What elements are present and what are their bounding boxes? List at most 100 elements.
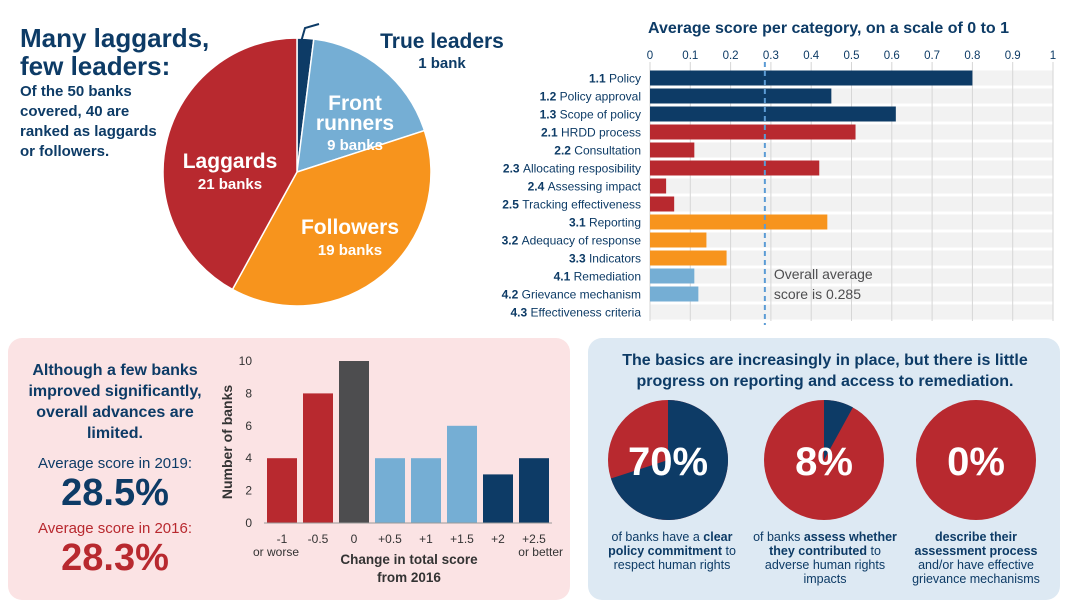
hist-y-tick: 10 <box>239 354 253 368</box>
pie-slice-laggards <box>162 37 298 291</box>
caption-3-post: and/or have effective grievance mechanis… <box>912 558 1040 586</box>
bar-tick-label: 0.2 <box>723 50 739 62</box>
basics-pie-value: 0% <box>947 440 1005 484</box>
avg-2019-label: Average score in 2019: <box>38 455 192 472</box>
hist-y-tick: 6 <box>245 419 252 433</box>
hist-x-tick-sub: or better <box>518 545 563 559</box>
bar-tick-label: 0.9 <box>1005 50 1021 62</box>
hist-bar <box>483 474 513 523</box>
bar-chart-title: Average score per category, on a scale o… <box>648 20 1010 37</box>
basics-caption-3: describe their assessment process and/or… <box>901 530 1051 586</box>
bar-2-2 <box>650 142 695 158</box>
bar-category-label: 2.3 Allocating resposibility <box>503 162 641 176</box>
hist-x-tick: 0 <box>351 532 358 546</box>
basics-pie-slice <box>610 400 728 520</box>
histogram-chart: 0 2 4 6 8 10 Number of banks -1or worse -0.5 0 +0.… <box>219 354 563 585</box>
hist-x-tick: +0.5 <box>378 532 402 546</box>
bar-tick-label: 0.5 <box>844 50 860 62</box>
hist-y-tick: 0 <box>245 516 252 530</box>
bar-tick-label: 0 <box>647 50 653 62</box>
pie-subtitle: Of the 50 banks covered, 40 are ranked a… <box>20 83 157 160</box>
hist-bar <box>303 393 333 523</box>
hist-y-tick: 2 <box>245 484 252 498</box>
average-note-line2: score is 0.285 <box>774 286 861 302</box>
pie-label-3-0: Laggards <box>183 150 278 173</box>
basics-caption-2: of banks assess whether they contributed… <box>750 530 900 586</box>
hist-y-tick: 4 <box>245 451 252 465</box>
bar-1-2 <box>650 88 832 104</box>
bar-chart: 0 0.1 0.2 0.3 0.4 0.5 0.6 0.7 0.8 0.9 1 1.1 Policy 1… <box>502 50 1056 325</box>
bar-3-1 <box>650 214 828 230</box>
bar-tick-label: 0.7 <box>924 50 940 62</box>
bar-tick-label: 0.8 <box>964 50 980 62</box>
caption-2-pre: of banks <box>753 530 804 544</box>
bar-category-label: 2.4 Assessing impact <box>528 180 642 194</box>
hist-x-tick: +2 <box>491 532 505 546</box>
hist-x-tick: +1 <box>419 532 433 546</box>
caption-2-post: to adverse human rights impacts <box>764 544 886 586</box>
bar-tick-label: 0.1 <box>682 50 698 62</box>
bar-category-label: 4.3 Effectiveness criteria <box>510 306 641 320</box>
bar-category-label: 3.2 Adequacy of response <box>502 234 642 248</box>
bar-tick-label: 0.4 <box>803 50 820 62</box>
hist-x-tick: -0.5 <box>308 532 329 546</box>
hist-xlabel-line2: from 2016 <box>377 570 441 585</box>
bar-2-3 <box>650 160 820 176</box>
bar-category-label: 1.1 Policy <box>589 72 641 86</box>
hist-bar <box>411 458 441 523</box>
basics-pies: 70% 8% 0% <box>608 400 1036 520</box>
hist-xlabel-line1: Change in total score <box>340 552 478 567</box>
bar-3-3 <box>650 250 727 266</box>
average-note-line1: Overall average <box>774 266 873 282</box>
pie-label-1-1: runners <box>316 112 394 135</box>
pie-slice-followers <box>231 129 432 307</box>
hist-bar <box>375 458 405 523</box>
pie-label-0-1: 1 bank <box>418 55 466 72</box>
hist-bar <box>339 361 369 523</box>
basics-pie-value: 70% <box>628 440 708 484</box>
hist-x-tick: +1.5 <box>450 532 474 546</box>
hist-bar <box>447 425 477 523</box>
pie-label-1-0: Front <box>328 92 382 115</box>
histogram-summary: Although a few banks improved significan… <box>28 362 202 442</box>
hist-y-tick: 8 <box>245 386 252 400</box>
bar-tick-label: 0.3 <box>763 50 779 62</box>
avg-2016-value: 28.3% <box>61 537 169 579</box>
bar-category-label: 1.3 Scope of policy <box>540 108 641 122</box>
basics-pie-slice <box>824 400 853 460</box>
bar-category-label: 2.1 HRDD process <box>541 126 641 140</box>
bar-2-4 <box>650 178 667 194</box>
bar-category-label: 2.2 Consultation <box>554 144 641 158</box>
pie-label-2-1: 19 banks <box>318 242 382 259</box>
caption-1-bold: clear policy commitment <box>608 530 733 558</box>
pie-leader-line <box>300 23 320 43</box>
caption-1-post: to respect human rights <box>613 544 736 572</box>
pie-label-2-0: Followers <box>301 216 399 239</box>
pie-label-1-2: 9 banks <box>327 137 383 154</box>
bar-tick-label: 0.6 <box>884 50 900 62</box>
hist-x-tick: -1 <box>277 532 288 546</box>
bar-4-2 <box>650 286 699 302</box>
basics-caption-1: of banks have a clear policy commitment … <box>597 530 747 572</box>
hist-ylabel: Number of banks <box>219 385 235 500</box>
bar-category-label: 1.2 Policy approval <box>540 90 641 104</box>
avg-2016-label: Average score in 2016: <box>38 520 192 537</box>
hist-bar <box>519 458 549 523</box>
bar-category-label: 3.1 Reporting <box>569 216 641 230</box>
bar-category-label: 4.2 Grievance mechanism <box>502 288 641 302</box>
bar-category-label: 3.3 Indicators <box>569 252 641 266</box>
avg-2019-value: 28.5% <box>61 472 169 514</box>
bar-4-1 <box>650 268 695 284</box>
basics-pie-bg <box>916 400 1036 520</box>
pie-label-3-1: 21 banks <box>198 176 262 193</box>
bar-1-1 <box>650 70 973 86</box>
pie-headline: Many laggards, few leaders: <box>20 23 210 81</box>
hist-bar <box>267 458 297 523</box>
bar-2-5 <box>650 196 675 212</box>
bar-2-1 <box>650 124 856 140</box>
caption-3-bold: describe their assessment process <box>914 530 1038 558</box>
pie-label-0-0: True leaders <box>380 30 504 53</box>
bar-category-label: 2.5 Tracking effectiveness <box>502 198 641 212</box>
hist-x-tick-sub: or worse <box>253 545 299 559</box>
